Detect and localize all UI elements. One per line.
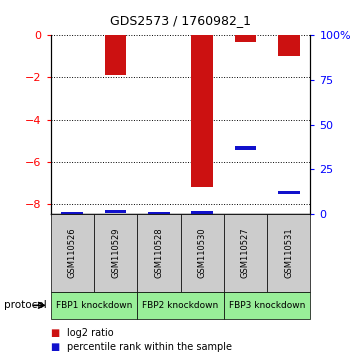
Text: ■: ■ [51, 342, 60, 352]
Bar [235, 147, 256, 150]
Bar [148, 212, 170, 215]
Bar [191, 35, 213, 187]
Text: percentile rank within the sample: percentile rank within the sample [67, 342, 232, 352]
Bar [235, 35, 256, 42]
Text: GSM110527: GSM110527 [241, 228, 250, 279]
Bar [105, 210, 126, 213]
Bar [61, 212, 83, 215]
Text: GSM110529: GSM110529 [111, 228, 120, 278]
Text: log2 ratio: log2 ratio [67, 328, 113, 338]
Bar [191, 211, 213, 214]
Text: FBP1 knockdown: FBP1 knockdown [56, 301, 132, 310]
Text: GDS2573 / 1760982_1: GDS2573 / 1760982_1 [110, 14, 251, 27]
Bar [105, 35, 126, 75]
Bar [278, 35, 300, 56]
Text: protocol: protocol [4, 300, 46, 310]
Text: FBP3 knockdown: FBP3 knockdown [229, 301, 305, 310]
Text: ■: ■ [51, 328, 60, 338]
Text: FBP2 knockdown: FBP2 knockdown [142, 301, 219, 310]
Text: GSM110530: GSM110530 [198, 228, 206, 279]
Text: GSM110526: GSM110526 [68, 228, 77, 279]
Text: GSM110528: GSM110528 [155, 228, 163, 279]
Text: GSM110531: GSM110531 [284, 228, 293, 279]
Bar [278, 191, 300, 194]
